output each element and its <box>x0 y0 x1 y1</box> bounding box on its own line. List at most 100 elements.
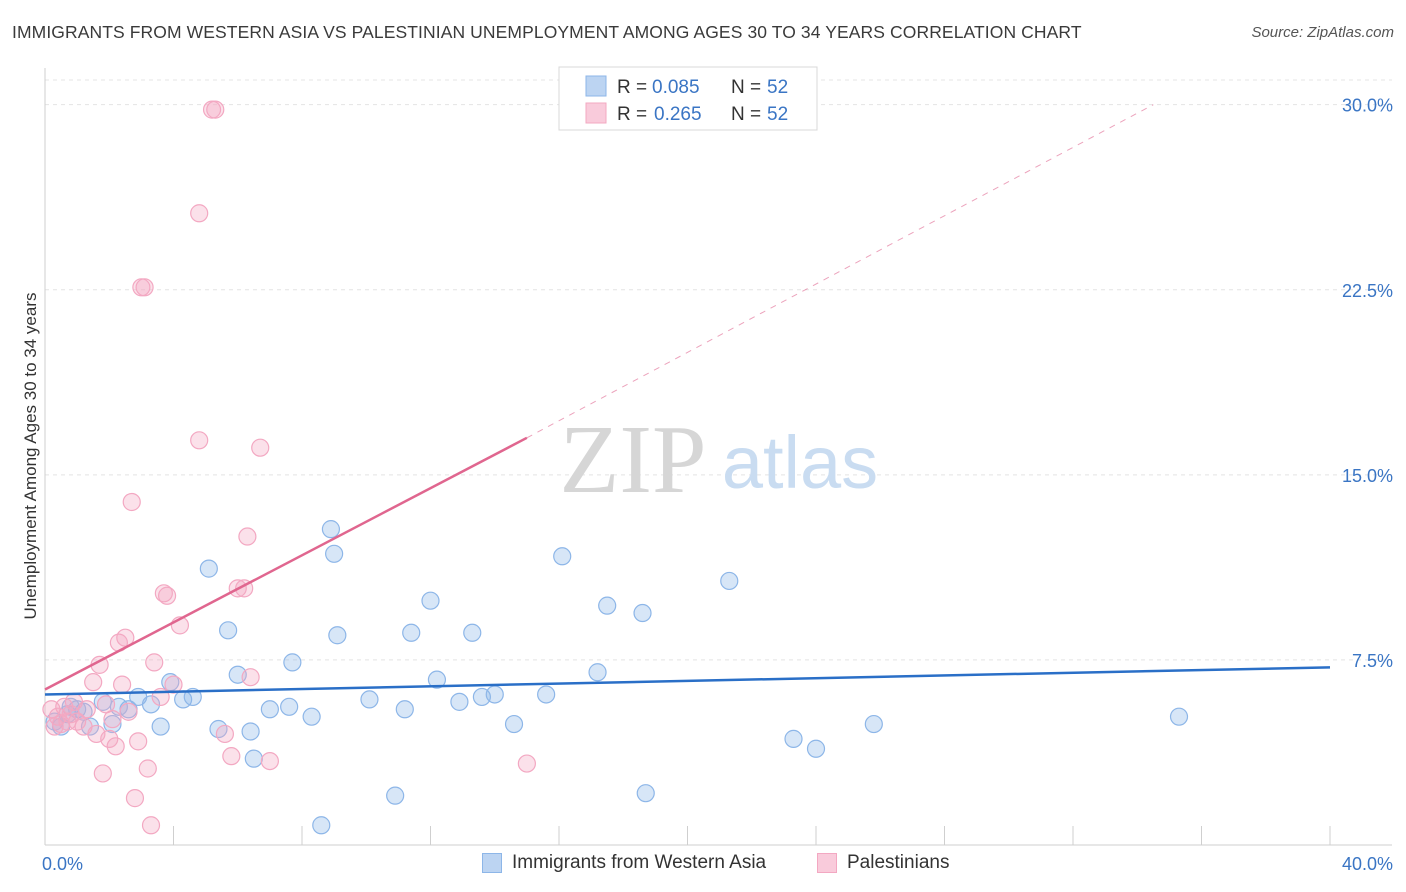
point-western-asia <box>321 520 341 539</box>
point-palestinians <box>55 697 74 716</box>
y-tick-label: 7.5% <box>1352 651 1393 671</box>
point-palestinians <box>238 527 257 546</box>
x-tick-label-min: 0.0% <box>42 854 83 874</box>
point-western-asia <box>395 700 414 719</box>
point-western-asia <box>402 623 421 642</box>
point-palestinians <box>122 492 141 512</box>
legend-bottom: Immigrants from Western Asia Palestinian… <box>0 852 1406 878</box>
point-palestinians <box>100 729 119 748</box>
legend-n-label-blue: N = <box>731 77 761 98</box>
watermark-zip: ZIP <box>560 406 707 514</box>
point-palestinians <box>119 702 138 721</box>
point-western-asia <box>141 695 161 714</box>
legend-n-value-pink: 52 <box>767 104 788 125</box>
source-label: Source: ZipAtlas.com <box>1251 24 1394 41</box>
legend-n-label-pink: N = <box>731 104 761 125</box>
point-palestinians <box>138 759 157 778</box>
trend-line-western-asia <box>44 666 1331 696</box>
point-western-asia <box>504 714 524 734</box>
point-western-asia <box>553 547 572 566</box>
legend-item-palestinians[interactable]: Palestinians <box>817 852 949 874</box>
point-western-asia <box>151 717 170 736</box>
point-palestinians <box>251 438 270 457</box>
point-western-asia <box>302 707 321 726</box>
point-palestinians <box>206 100 225 119</box>
series-palestinians <box>42 100 536 835</box>
trend-line-palestinians <box>44 436 528 691</box>
legend-stats: R = 0.085 N = 52 R = 0.265 N = 52 <box>558 66 818 131</box>
point-western-asia <box>241 722 260 741</box>
point-palestinians <box>84 673 103 692</box>
point-palestinians <box>154 584 173 603</box>
point-palestinians <box>106 737 125 756</box>
gridlines <box>45 79 1392 661</box>
point-palestinians <box>215 724 234 744</box>
legend-swatch-blue <box>585 75 607 97</box>
y-tick-label: 15.0% <box>1342 466 1393 486</box>
point-western-asia <box>328 626 347 645</box>
point-western-asia <box>280 697 299 716</box>
point-palestinians <box>135 278 154 297</box>
point-palestinians <box>141 816 161 835</box>
series-western-asia <box>45 520 1189 835</box>
point-western-asia <box>784 729 803 748</box>
y-tick-label: 22.5% <box>1342 281 1393 301</box>
point-western-asia <box>636 784 655 803</box>
point-palestinians <box>222 747 241 766</box>
point-western-asia <box>244 749 263 768</box>
point-palestinians <box>190 204 209 223</box>
y-tick-labels: 7.5% 15.0% 22.5% 30.0% <box>1342 96 1393 671</box>
point-western-asia <box>360 690 379 709</box>
point-palestinians <box>125 789 145 808</box>
y-tick-label: 30.0% <box>1342 96 1393 116</box>
point-western-asia <box>283 653 302 672</box>
point-palestinians <box>112 675 132 694</box>
point-western-asia <box>421 591 440 610</box>
legend-label-western-asia: Immigrants from Western Asia <box>512 852 767 873</box>
legend-n-value-blue: 52 <box>767 77 788 98</box>
legend-label-palestinians: Palestinians <box>847 852 950 873</box>
point-western-asia <box>537 685 556 704</box>
point-western-asia <box>633 603 652 623</box>
point-western-asia <box>219 621 238 640</box>
legend-swatch-pink <box>585 102 607 124</box>
point-western-asia <box>598 596 617 615</box>
point-western-asia <box>720 571 739 591</box>
legend-r-label-blue: R = <box>617 77 647 98</box>
legend-swatch-western-asia <box>482 853 502 873</box>
point-palestinians <box>129 732 148 751</box>
legend-r-value-blue: 0.085 <box>652 77 700 98</box>
legend-r-label-pink: R = <box>617 104 647 125</box>
point-palestinians <box>103 710 122 729</box>
point-palestinians <box>241 668 260 687</box>
point-western-asia <box>806 739 826 758</box>
point-western-asia <box>312 816 331 835</box>
legend-item-western-asia[interactable]: Immigrants from Western Asia <box>482 852 766 874</box>
point-western-asia <box>864 714 883 734</box>
point-palestinians <box>145 653 164 672</box>
point-palestinians <box>164 675 183 694</box>
point-western-asia <box>588 663 607 682</box>
legend-swatch-palestinians <box>817 853 837 873</box>
watermark-atlas: atlas <box>722 421 878 504</box>
watermark: ZIP atlas <box>560 406 879 514</box>
point-western-asia <box>1169 707 1189 726</box>
y-axis-label: Unemployment Among Ages 30 to 34 years <box>21 293 40 620</box>
x-tick-label-max: 40.0% <box>1342 854 1393 874</box>
point-palestinians <box>260 751 279 771</box>
x-tick-labels: 0.0% 40.0% <box>42 854 1393 874</box>
trend-line-palestinians-extension <box>526 104 1154 439</box>
point-western-asia <box>450 692 469 711</box>
legend-r-value-pink: 0.265 <box>654 104 702 125</box>
point-western-asia <box>427 670 447 689</box>
point-palestinians <box>77 700 96 719</box>
point-palestinians <box>517 754 536 773</box>
point-palestinians <box>157 586 177 605</box>
chart-title: IMMIGRANTS FROM WESTERN ASIA VS PALESTIN… <box>12 22 1082 42</box>
point-palestinians <box>190 431 209 450</box>
trend-lines <box>44 104 1331 696</box>
point-western-asia <box>260 700 279 719</box>
point-western-asia <box>386 786 405 805</box>
point-western-asia <box>485 685 504 704</box>
